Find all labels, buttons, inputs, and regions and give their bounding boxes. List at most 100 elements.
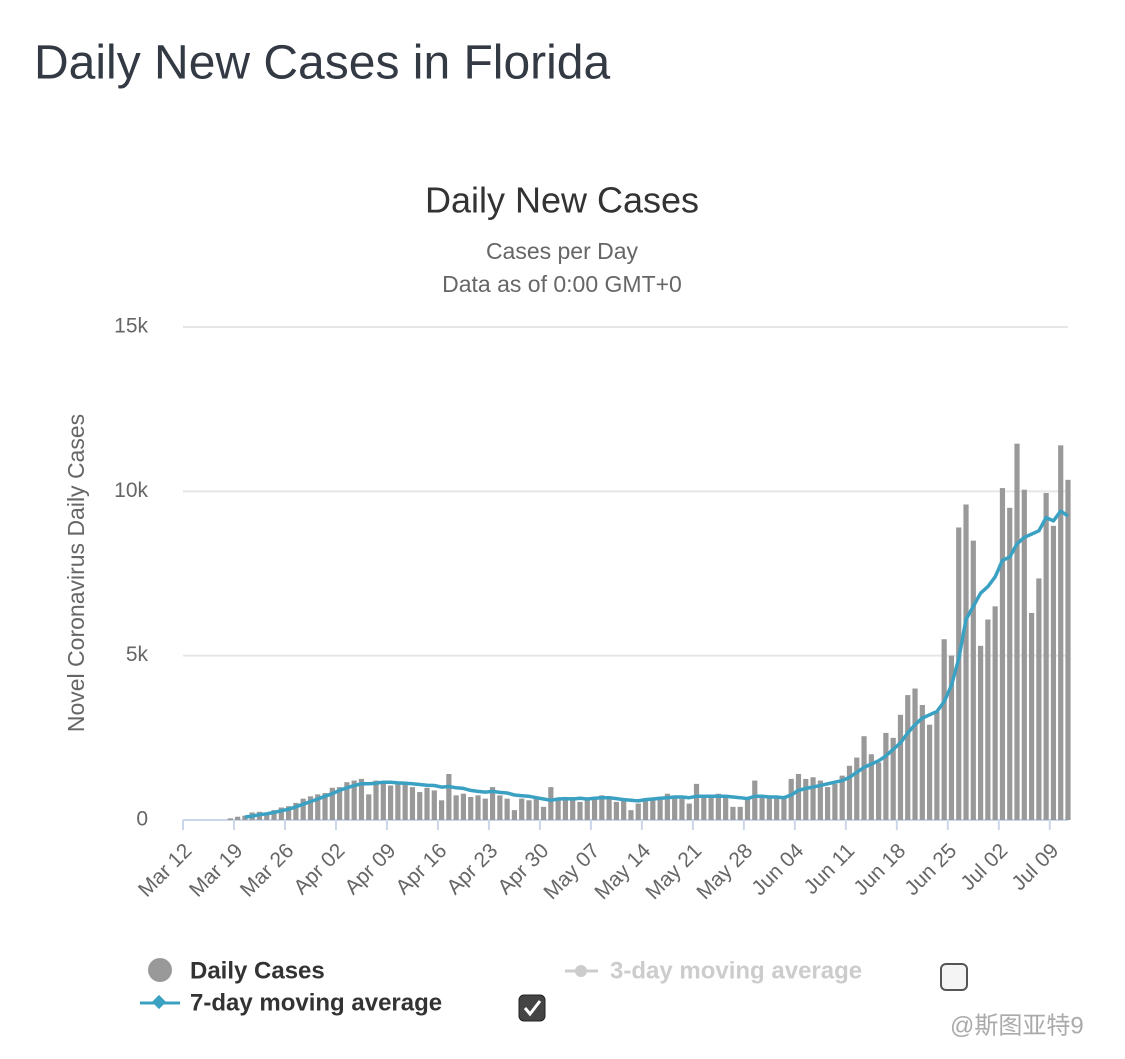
watermark: @斯图亚特9 [950,1012,1084,1039]
bar [737,806,743,820]
bar [795,773,802,820]
legend-symbol [151,994,167,1010]
bar [970,540,976,820]
legend-entry[interactable]: 3-day moving average [610,957,862,984]
bar [883,732,889,820]
bar [606,798,612,820]
bar [919,704,925,820]
y-tick-label: 10k [114,479,148,502]
bar [890,737,896,820]
bar [752,780,758,820]
bar [781,798,787,820]
bar [948,655,955,820]
legend-entry[interactable]: 7-day moving average [190,989,442,1016]
bar [453,795,459,820]
x-tick-label: Jun 04 [747,839,808,900]
bar [570,796,576,820]
y-tick-label: 5k [126,643,149,666]
x-tick-label: Apr 23 [442,839,502,899]
bar [905,695,911,820]
bar [380,783,386,820]
bar [1058,445,1064,820]
bar [235,816,241,820]
bar [533,796,539,820]
bar [329,787,335,820]
bar [271,810,277,820]
bar [650,800,656,820]
bar [846,765,853,820]
x-tick-label: Mar 19 [185,839,247,901]
bar [621,800,627,820]
chart-title: Daily New Cases [425,180,699,221]
bar [351,780,357,820]
bar [504,798,510,820]
bar [693,783,700,820]
bar [344,782,350,820]
bar [1021,489,1027,820]
bar [810,777,816,820]
x-tick-label: Jun 18 [849,839,910,900]
bar [635,803,641,820]
bar [278,807,284,820]
bar [686,803,692,820]
x-tick-label: May 14 [590,839,655,904]
bar [526,800,532,820]
bar [613,801,619,820]
y-axis-label: Novel Coronavirus Daily Cases [63,414,89,732]
bar [555,800,561,820]
bar [817,780,823,820]
bar [788,778,794,820]
bar [402,782,408,820]
bar [293,802,299,820]
bar [264,813,270,820]
bar [963,504,969,820]
bar [730,806,736,820]
bar [876,762,882,820]
chart-subtitle: Data as of 0:00 GMT+0 [442,271,682,297]
bar [337,787,343,820]
checkmark [523,1000,542,1017]
bar [803,778,809,820]
x-tick-label: Apr 02 [289,839,349,899]
bar [519,798,525,820]
bar [897,714,904,820]
bar [992,606,998,820]
legend-symbol[interactable] [148,958,172,982]
bar [642,798,649,820]
bar [446,773,452,820]
bar [912,688,918,820]
bar [489,787,496,820]
bar [468,796,474,820]
bar [424,787,430,820]
bar [307,796,314,820]
bar [599,795,605,820]
bar [832,783,838,820]
x-tick-label: Mar 12 [134,839,196,901]
bar [766,795,772,820]
bar [227,818,233,820]
checkbox-unchecked[interactable] [940,963,968,991]
x-tick-label: Jul 09 [1007,839,1063,895]
x-tick-label: Jun 11 [800,839,860,899]
bar [679,798,685,820]
bar [723,795,729,820]
bar [839,775,845,820]
bar [591,798,598,820]
checkbox-checked[interactable] [518,994,546,1022]
legend-symbol [575,965,587,977]
bar [927,724,933,820]
bar [672,796,678,820]
legend-entry[interactable]: Daily Cases [190,957,325,984]
bar [744,798,751,820]
bar [562,798,569,820]
bar [1036,578,1042,820]
bar [715,793,721,820]
bar [854,757,860,820]
bar [315,794,321,820]
bar [1043,492,1049,820]
bar [861,736,867,820]
bar [548,787,554,820]
bar [628,810,634,820]
bar [460,793,467,820]
bar [300,798,306,820]
